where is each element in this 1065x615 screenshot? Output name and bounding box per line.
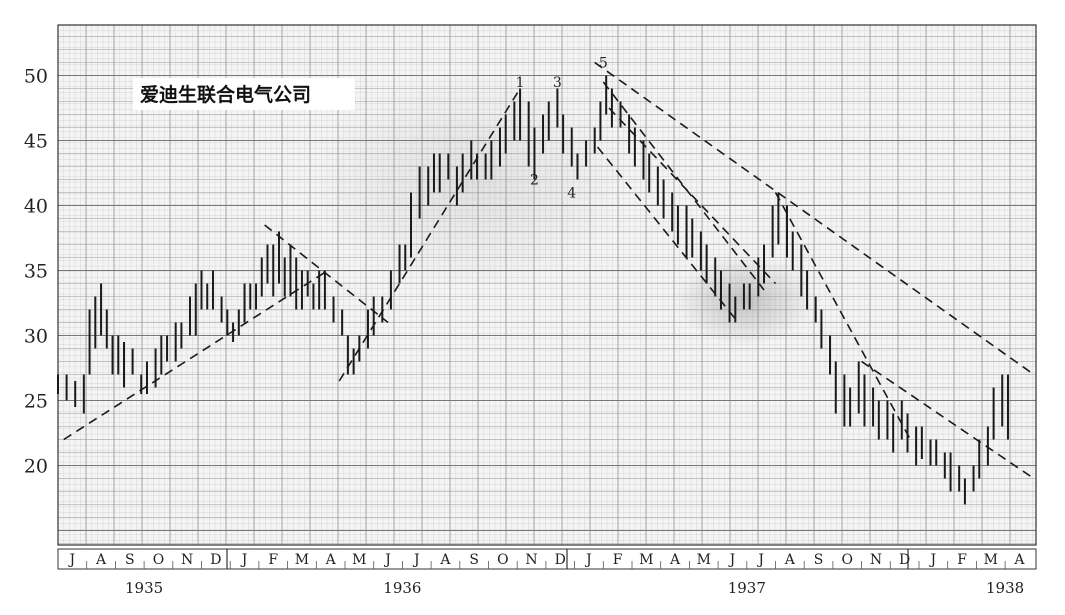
month-label: A [325,552,337,568]
month-label: A [1013,552,1025,568]
y-tick-label: 35 [24,261,48,283]
month-label: A [784,552,796,568]
trendlines [63,61,1035,480]
trendline [338,88,521,382]
year-label: 1936 [383,579,421,597]
month-label: J [240,552,248,568]
month-label: O [153,552,164,568]
month-label: J [756,552,764,568]
price-bars [57,75,1009,505]
chart-title: 爱迪生联合电气公司 [140,83,311,106]
month-label: S [814,552,824,568]
wave-label: 3 [553,75,562,91]
y-tick-label: 30 [24,326,48,348]
chart-title-box: 爱迪生联合电气公司 [133,78,355,110]
month-label: F [957,552,967,568]
month-label: A [95,552,107,568]
month-strip [57,548,1037,570]
y-tick-label: 40 [24,196,48,218]
month-label: M [352,552,366,568]
y-axis: 20 25 30 35 40 45 50 [24,66,48,478]
plot-border [57,24,1037,546]
year-label: 1938 [986,579,1024,597]
year-label: 1935 [125,579,163,597]
wave-annotations: 1 2 3 4 5 [516,56,608,202]
y-tick-label: 25 [24,391,48,413]
month-label: J [929,552,937,568]
wave-label: 5 [599,56,608,72]
month-label: M [697,552,711,568]
month-label: J [584,552,592,568]
month-label: N [181,552,193,568]
wave-label: 4 [567,186,576,202]
trendline [861,360,1035,480]
month-label: J [68,552,76,568]
wave-label: 1 [516,75,525,91]
trendline [264,224,389,324]
y-tick-label: 20 [24,456,48,478]
month-label: S [469,552,479,568]
month-label: M [984,552,998,568]
month-label: J [728,552,736,568]
month-label: D [555,552,566,568]
major-gridlines [57,24,1037,546]
month-label: O [497,552,508,568]
month-label: J [383,552,391,568]
month-label: F [613,552,623,568]
month-label: N [525,552,537,568]
plot-area [58,25,1036,545]
trendline [63,269,329,441]
month-label: A [439,552,451,568]
trendline [596,146,739,324]
y-tick-label: 50 [24,66,48,88]
month-label: M [295,552,309,568]
month-label: D [899,552,910,568]
month-label: F [268,552,278,568]
trendline [608,107,777,285]
y-tick-label: 45 [24,131,48,153]
month-label: O [842,552,853,568]
month-label: M [639,552,653,568]
month-label: J [412,552,420,568]
trendline [774,192,912,440]
month-label: S [125,552,135,568]
month-label: N [870,552,882,568]
month-label: A [669,552,681,568]
year-label: 1937 [728,579,766,597]
month-label: D [210,552,221,568]
wave-label: 2 [530,173,539,189]
